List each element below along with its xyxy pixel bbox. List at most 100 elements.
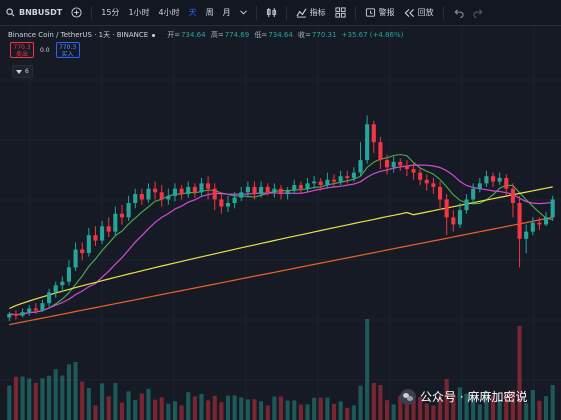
top-toolbar: BNBUSDT 15分 1小时 4小时 天 周 月 指标 警 — [0, 0, 561, 26]
candle-body — [179, 188, 184, 195]
interval-1m[interactable]: 月 — [222, 8, 231, 17]
candle-body — [60, 281, 65, 286]
alert-button[interactable]: 警报 — [365, 7, 395, 18]
volume-bar — [33, 382, 38, 420]
volume-bar — [73, 362, 78, 420]
candle-body — [517, 203, 522, 239]
candle-body — [153, 188, 158, 193]
candle-body — [146, 188, 151, 200]
candle-body — [259, 186, 264, 195]
symbol-search-button[interactable]: BNBUSDT — [6, 8, 62, 17]
change-value: +35.67 (+4.86%) — [341, 31, 404, 39]
volume-bar — [166, 403, 171, 420]
chart-type-button[interactable] — [266, 7, 277, 18]
candle-body — [391, 161, 396, 168]
volume-bar — [312, 397, 317, 420]
candle-body — [133, 194, 138, 204]
candle-body — [172, 188, 178, 196]
volume-bar — [524, 403, 529, 420]
indicators-button[interactable]: 指标 — [296, 7, 326, 18]
buy-label: 买入 — [61, 51, 74, 58]
candle-body — [119, 213, 125, 218]
candle-body — [484, 176, 489, 184]
candle-body — [351, 172, 356, 178]
candle-body — [431, 183, 436, 187]
volume-bar — [66, 364, 72, 420]
candle-body — [212, 188, 217, 200]
indicator-collapse-button[interactable]: 6 — [12, 65, 33, 78]
volume-bar — [358, 385, 363, 420]
volume-bar — [272, 396, 277, 420]
volume-bar — [298, 404, 303, 420]
candle-body — [40, 303, 45, 311]
volume-bar — [133, 400, 138, 420]
candle-body — [298, 185, 303, 189]
volume-bar — [119, 402, 125, 420]
volume-bar — [490, 395, 496, 420]
candle-body — [27, 308, 32, 313]
undo-button[interactable] — [453, 8, 464, 18]
volume-bar — [504, 392, 509, 420]
interval-1d[interactable]: 天 — [188, 8, 197, 17]
volume-bar — [418, 397, 423, 420]
buy-button[interactable]: 770.3 买入 — [55, 42, 80, 58]
quote-panel: 770.3 卖出 0.0 770.3 买入 — [10, 42, 80, 58]
grid-layout-icon — [335, 7, 346, 18]
replay-button[interactable]: 回放 — [404, 7, 434, 18]
candle-body — [312, 181, 317, 184]
layout-button[interactable] — [335, 7, 346, 18]
collapse-arrow-icon — [16, 69, 22, 74]
candle-body — [497, 177, 502, 182]
candle-body — [7, 313, 12, 318]
interval-4h[interactable]: 4小时 — [158, 8, 180, 17]
volume-bar — [544, 396, 549, 420]
volume-bar — [318, 397, 323, 420]
volume-bar — [477, 404, 482, 420]
candle-body — [186, 186, 191, 195]
alert-label: 警报 — [378, 8, 395, 17]
candle-body — [537, 222, 542, 225]
volume-bar — [252, 399, 257, 420]
volume-bar — [338, 401, 343, 420]
candle-body — [232, 197, 237, 204]
interval-1h[interactable]: 1小时 — [128, 8, 150, 17]
candle-body — [384, 160, 390, 168]
candle-body — [13, 313, 18, 316]
volume-bar — [40, 378, 45, 420]
volume-bar — [146, 388, 151, 420]
volume-bar — [437, 396, 443, 420]
ma-xlong-line — [9, 216, 553, 326]
volume-bar — [471, 395, 476, 420]
volume-bar — [484, 391, 489, 420]
volume-bar — [404, 397, 409, 420]
candle-body — [471, 188, 476, 200]
volume-bar — [20, 376, 25, 420]
interval-1w[interactable]: 周 — [205, 8, 214, 17]
volume-bar — [384, 400, 390, 420]
volume-bar — [411, 399, 416, 420]
volume-bar — [199, 394, 204, 420]
candle-body — [504, 177, 509, 189]
indicators-icon — [296, 7, 307, 18]
open-value: 734.64 — [181, 31, 206, 39]
volume-bar — [113, 383, 118, 420]
volume-bar — [497, 399, 502, 420]
candle-body — [20, 312, 25, 316]
candle-body — [278, 188, 284, 195]
volume-bar — [285, 400, 290, 420]
candle-body — [225, 203, 231, 207]
volume-bar — [100, 383, 105, 420]
interval-dropdown-button[interactable] — [239, 10, 247, 15]
volume-bar — [331, 403, 337, 420]
candle-body — [338, 176, 343, 182]
volume-bar — [212, 395, 217, 420]
redo-button[interactable] — [473, 8, 484, 18]
interval-15m[interactable]: 15分 — [101, 8, 120, 17]
volume-bar — [172, 401, 178, 420]
candle-body — [444, 199, 449, 218]
sell-button[interactable]: 770.3 卖出 — [10, 42, 34, 58]
volume-bar — [278, 396, 284, 420]
compare-button[interactable] — [71, 7, 82, 18]
candle-body — [371, 124, 376, 143]
